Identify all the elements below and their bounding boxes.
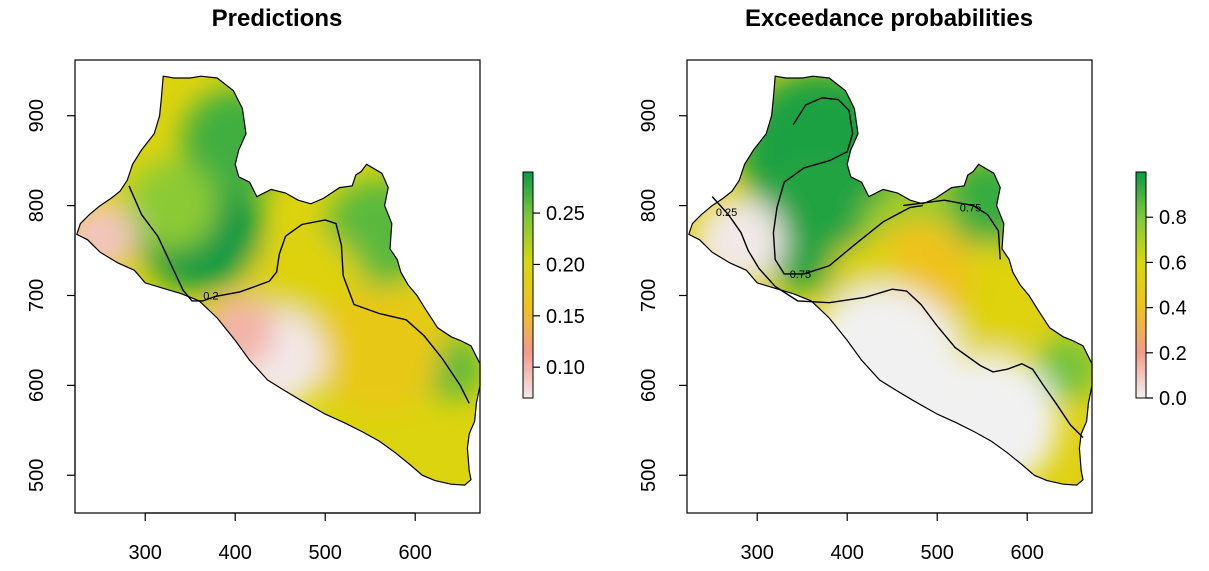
legend-colorbar	[1135, 171, 1147, 399]
x-tick-label: 300	[129, 542, 162, 564]
contour-line	[772, 97, 923, 275]
legend-tick-label: 0.20	[546, 254, 585, 276]
color-legend: 0.10 0.15 0.20 0.25	[522, 171, 585, 399]
x-tick-label: 300	[741, 542, 774, 564]
y-tick-label: 500	[638, 459, 660, 492]
predictions-panel: Predictions 0.2 300 400 500 600 500 600 700 80…	[26, 5, 585, 564]
x-tick-label: 500	[309, 542, 342, 564]
surface-hotspot	[203, 295, 276, 368]
contour-lines: 0.2	[128, 185, 470, 404]
x-axis: 300 400 500 600	[129, 512, 432, 564]
legend-tick-label: 0.10	[546, 357, 585, 379]
contour-line	[711, 196, 1084, 438]
legend-tick-label: 0.2	[1159, 343, 1187, 365]
contour-line	[128, 185, 470, 404]
contour-label: 0.75	[790, 269, 811, 281]
exceedance-panel: Exceedance probabilities 0.75 0.75 0.25 30…	[638, 5, 1187, 564]
y-tick-label: 800	[638, 189, 660, 222]
x-tick-label: 600	[1011, 542, 1044, 564]
y-tick-label: 600	[26, 369, 48, 402]
x-tick-label: 500	[921, 542, 954, 564]
y-tick-label: 700	[638, 279, 660, 312]
contour-label: 0.2	[203, 290, 218, 302]
legend-tick-label: 0.4	[1159, 298, 1187, 320]
contour-lines: 0.75 0.75 0.25	[711, 97, 1084, 438]
exceedance-surface	[688, 76, 1092, 486]
y-axis: 500 600 700 800 900	[26, 99, 76, 492]
country-boundary	[76, 75, 481, 486]
contour-label: 0.75	[960, 202, 981, 214]
color-legend: 0.0 0.2 0.4 0.6 0.8	[1135, 171, 1187, 410]
y-tick-label: 600	[638, 369, 660, 402]
country-boundary	[688, 75, 1093, 486]
surface-hotspot	[802, 286, 965, 449]
y-tick-label: 700	[26, 279, 48, 312]
surface-hotspot	[1036, 335, 1092, 399]
chart-title: Predictions	[212, 5, 343, 32]
contour-label: 0.25	[716, 207, 737, 219]
x-axis: 300 400 500 600	[741, 512, 1044, 564]
legend-tick-label: 0.25	[546, 203, 585, 225]
prediction-surface	[76, 76, 481, 486]
chart-title: Exceedance probabilities	[745, 5, 1033, 32]
y-tick-label: 900	[638, 99, 660, 132]
y-tick-label: 500	[26, 459, 48, 492]
y-tick-label: 800	[26, 189, 48, 222]
surface-hotspot	[923, 353, 1059, 486]
y-axis: 500 600 700 800 900	[638, 99, 688, 492]
surface-hotspot	[316, 286, 443, 413]
x-tick-label: 600	[399, 542, 432, 564]
legend-tick-label: 0.8	[1159, 207, 1187, 229]
x-tick-label: 400	[831, 542, 864, 564]
contour-line	[902, 199, 1001, 260]
x-tick-label: 400	[219, 542, 252, 564]
legend-tick-label: 0.6	[1159, 252, 1187, 274]
y-tick-label: 900	[26, 99, 48, 132]
legend-tick-label: 0.15	[546, 306, 585, 328]
surface-hotspot	[127, 160, 218, 251]
legend-colorbar	[522, 171, 534, 399]
legend-tick-label: 0.0	[1159, 388, 1187, 410]
